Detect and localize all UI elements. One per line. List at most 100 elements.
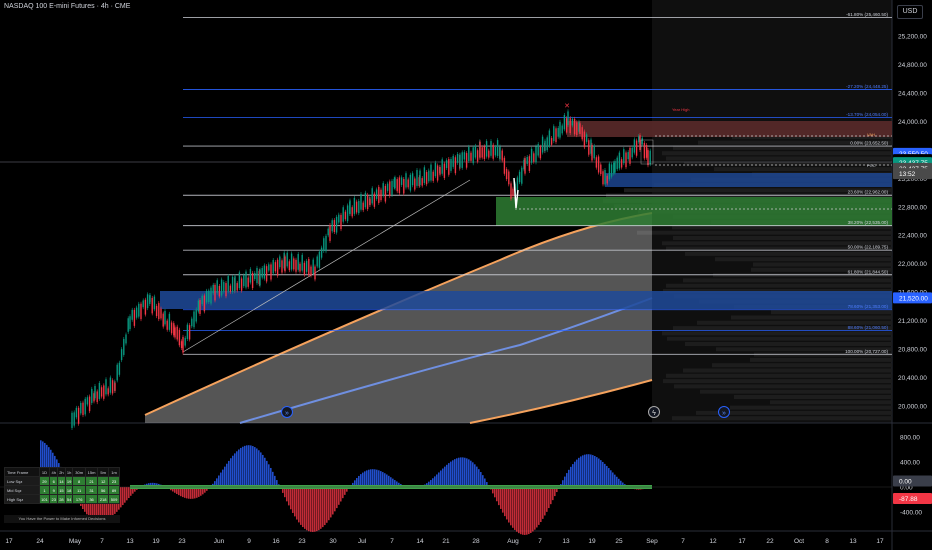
candle-body xyxy=(618,152,621,169)
oscillator-bar xyxy=(612,472,614,487)
oscillator-bar xyxy=(464,457,466,487)
volume-profile-bar xyxy=(715,257,892,262)
candle-body xyxy=(492,144,494,159)
oscillator-bar xyxy=(440,470,442,487)
candle-body xyxy=(199,299,201,314)
oscillator-bar xyxy=(384,473,386,487)
time-axis-label: Oct xyxy=(794,538,804,545)
table-cell: 30m xyxy=(72,467,86,477)
oscillator-bar xyxy=(336,487,338,509)
oscillator-bar xyxy=(610,470,612,487)
candle-body xyxy=(606,175,608,184)
candle-body xyxy=(295,259,297,272)
table-cell: 1m xyxy=(108,467,120,477)
candle-body xyxy=(133,309,136,326)
candle-body xyxy=(105,379,107,395)
candle-body xyxy=(414,178,416,190)
candle-body xyxy=(114,383,116,391)
time-axis-label: 14 xyxy=(416,538,424,545)
table-cell: Time Frame xyxy=(4,467,40,477)
oscillator-bar xyxy=(388,475,390,487)
candle-body xyxy=(203,295,206,312)
candle-body xyxy=(251,272,254,289)
oscillator-bar xyxy=(494,487,496,498)
candle-body xyxy=(276,259,279,276)
oscillator-bar xyxy=(340,487,342,502)
time-axis-label: 17 xyxy=(738,538,746,545)
candle-body xyxy=(193,311,195,328)
candle-body xyxy=(645,144,648,158)
time-axis-label: 7 xyxy=(681,538,685,545)
price-axis-tick: 20,800.00 xyxy=(898,347,927,354)
replay-forward-icon[interactable]: » xyxy=(718,406,730,418)
oscillator-bar xyxy=(322,487,324,528)
candle-body xyxy=(496,140,499,156)
candle-body xyxy=(393,178,395,188)
candle-body xyxy=(258,270,260,285)
candle-body xyxy=(614,161,616,173)
candle-body xyxy=(164,310,166,325)
candle-body xyxy=(364,192,367,208)
candle-body xyxy=(249,269,252,283)
oscillator-bar xyxy=(172,487,174,492)
volume-profile-bar xyxy=(712,363,892,368)
oscillator-bar xyxy=(434,476,436,487)
candle-body xyxy=(553,126,555,142)
trend-line xyxy=(182,179,471,353)
candle-body xyxy=(434,162,437,177)
oscillator-bar xyxy=(290,487,292,510)
oscillator-bar xyxy=(230,458,232,487)
candle-body xyxy=(629,147,631,164)
candle-body xyxy=(293,258,295,270)
oscillator-bar xyxy=(324,487,326,526)
oscillator-tick: -400.00 xyxy=(900,510,922,517)
candle-body xyxy=(441,159,443,174)
oscillator-tag xyxy=(893,475,932,487)
time-axis-label: 16 xyxy=(272,538,280,545)
candle-body xyxy=(384,185,387,202)
svg-text:ϟ: ϟ xyxy=(652,410,656,417)
time-axis-label: Aug xyxy=(507,538,519,545)
candle-body xyxy=(573,118,576,135)
lightning-icon[interactable]: ϟ xyxy=(648,406,660,418)
fib-level-label: -61.80% (25,460.50) xyxy=(846,12,888,17)
table-cell: 23 xyxy=(108,476,120,486)
candle-body xyxy=(432,171,434,181)
candle-body xyxy=(329,224,331,241)
oscillator-bar xyxy=(374,469,376,487)
candle-body xyxy=(623,149,625,164)
table-cell: 218 xyxy=(97,494,110,504)
oscillator-bar xyxy=(314,487,316,532)
candle-body xyxy=(96,391,98,403)
price-axis-tick: 24,400.00 xyxy=(898,90,927,97)
candle-body xyxy=(616,157,618,170)
time-axis-label: Sep xyxy=(646,538,658,545)
candle-body xyxy=(301,254,303,271)
candle-body xyxy=(173,323,175,336)
timeframe-squeeze-table: Time Frame 1D 4h 2h 1h 30m 15m 5m 1m Low Sqz 29 6 14… xyxy=(4,467,120,504)
candle-body xyxy=(405,173,407,188)
currency-button[interactable]: USD xyxy=(897,5,923,19)
replay-forward-icon[interactable]: » xyxy=(281,406,293,418)
oscillator-bar xyxy=(428,481,430,487)
candle-body xyxy=(610,164,613,177)
oscillator-bar xyxy=(228,460,230,487)
candle-body xyxy=(284,256,286,272)
candle-body xyxy=(325,235,327,252)
oscillator-bar xyxy=(100,487,102,522)
fib-level-label: -27.20% (24,448.25) xyxy=(846,84,888,89)
table-cell: 5m xyxy=(97,467,110,477)
table-cell: 9 xyxy=(49,485,59,495)
candle-body xyxy=(544,140,546,151)
candle-body xyxy=(439,167,441,175)
candle-body xyxy=(571,118,574,126)
candle-body xyxy=(567,111,569,126)
symbol-title[interactable]: NASDAQ 100 E-mini Futures · 4h · CME xyxy=(4,3,131,10)
fib-level-label: 50.00% (22,189.75) xyxy=(848,245,889,250)
candle-body xyxy=(423,167,426,183)
volume-profile-bar xyxy=(674,384,892,389)
candle-body xyxy=(501,150,503,161)
volume-profile-bar xyxy=(673,326,892,331)
candle-body xyxy=(452,155,454,167)
